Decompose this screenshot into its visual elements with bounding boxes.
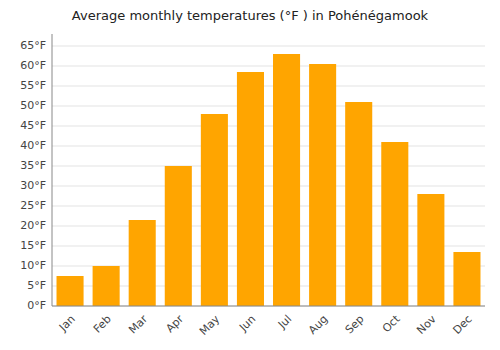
y-tick-label: 5°F (27, 279, 46, 292)
x-tick-label: Feb (91, 313, 114, 336)
y-tick-label: 65°F (20, 39, 46, 52)
bars (57, 54, 481, 306)
x-axis-line (52, 306, 485, 307)
y-tick-label: 35°F (20, 159, 46, 172)
x-tick-label: Aug (306, 313, 330, 337)
bar (309, 64, 336, 306)
y-tick-label: 25°F (20, 199, 46, 212)
x-tick-label: Jan (56, 313, 78, 335)
x-tick-label: Oct (380, 312, 403, 335)
x-tick-label: Dec (450, 313, 474, 337)
y-tick-label: 15°F (20, 239, 46, 252)
grid-line (52, 166, 485, 167)
bar (381, 142, 408, 306)
x-tick-label: Sep (343, 313, 367, 337)
bar (129, 220, 156, 306)
bar (273, 54, 300, 306)
grid-line (52, 66, 485, 67)
grid-line (52, 306, 485, 307)
y-tick-label: 10°F (20, 259, 46, 272)
x-tick-label: Jul (275, 313, 294, 332)
title: Average monthly temperatures (°F ) in Po… (72, 8, 429, 23)
grid-line (52, 146, 485, 147)
x-tick-label: Apr (163, 312, 186, 335)
x-tick-label: Mar (126, 312, 150, 336)
bar (453, 252, 480, 306)
y-tick-label: 20°F (20, 219, 46, 232)
bar (93, 266, 120, 306)
y-tick-label: 30°F (20, 179, 46, 192)
y-tick-label: 45°F (20, 119, 46, 132)
x-tick-label: Jun (236, 313, 258, 335)
x-tick-label: Nov (414, 312, 439, 337)
grid-line (52, 86, 485, 87)
y-tick-label: 50°F (20, 99, 46, 112)
y-tick-label: 55°F (20, 79, 46, 92)
y-tick-label: 40°F (20, 139, 46, 152)
grid-line (52, 126, 485, 127)
x-tick-label: May (197, 312, 223, 338)
bar (201, 114, 228, 306)
bar (57, 276, 84, 306)
y-tick-label: 60°F (20, 59, 46, 72)
y-axis-line (52, 34, 53, 306)
bar (417, 194, 444, 306)
grid (52, 46, 485, 306)
grid-line (52, 46, 485, 47)
chart: 0°F 5°F 10°F 15°F 20°F 25°F 30°F 35°F 40°F 45°F 50… (0, 0, 500, 350)
y-tick-label: 0°F (27, 299, 46, 312)
grid-line (52, 106, 485, 107)
grid-line (52, 186, 485, 187)
bar (237, 72, 264, 306)
bar (345, 102, 372, 306)
bar (165, 166, 192, 306)
